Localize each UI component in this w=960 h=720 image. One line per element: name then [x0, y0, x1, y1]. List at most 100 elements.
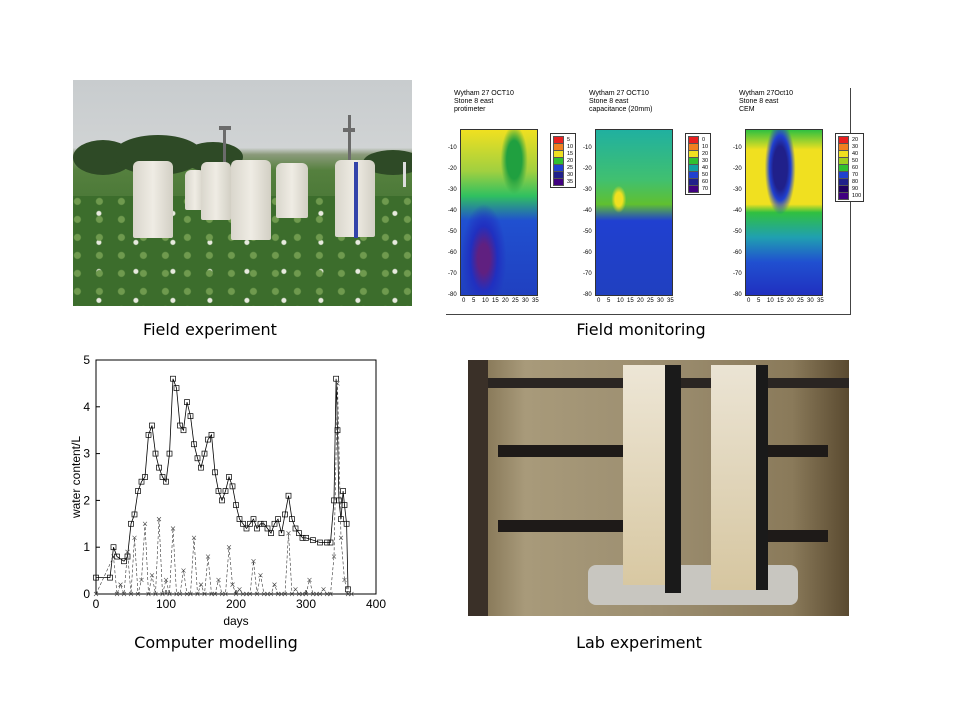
headstone: [185, 170, 205, 210]
data-point-x: [310, 591, 316, 597]
data-point-x: [293, 587, 298, 592]
legend-label: 60: [852, 164, 859, 171]
data-point-square: [317, 539, 323, 546]
data-point-x: [335, 381, 340, 386]
data-point-x: [251, 559, 256, 564]
x-tick-label: 10: [767, 298, 774, 304]
data-point-x: [146, 591, 151, 597]
data-point-x: [149, 573, 155, 578]
data-point-square: [222, 488, 229, 494]
x-tick-label: 25: [797, 298, 804, 304]
data-point-x: [142, 521, 148, 527]
legend-label: 25: [567, 164, 574, 171]
x-tick-label: 0: [747, 298, 751, 304]
axis-ticks: 0 100 200 300 400 0 1 2 3 4 5: [83, 353, 386, 611]
data-point-x: [321, 587, 326, 592]
data-point-x: [111, 554, 116, 559]
chamber-rail: [498, 520, 648, 532]
data-point-x: [233, 591, 239, 597]
data-point-square: [149, 422, 155, 429]
x-tick-label: 300: [296, 597, 316, 611]
legend-label: 50: [852, 157, 859, 164]
data-point-square: [170, 375, 176, 382]
series-line: [95, 383, 352, 595]
y-tick-label: -40: [448, 208, 457, 214]
moisture-heatmap: [745, 129, 823, 296]
data-point-square: [257, 520, 264, 527]
data-point-x: [244, 591, 249, 597]
data-point-square: [264, 525, 271, 532]
data-point-square: [194, 455, 201, 462]
data-point-square: [212, 469, 218, 476]
sealant-strip: [756, 365, 768, 590]
data-point-x: [93, 591, 99, 597]
legend-label: 5: [567, 136, 571, 143]
data-point-x: [261, 591, 267, 597]
map-title: Wytham 27 OCT10 Stone 8 east capacitance…: [589, 90, 653, 113]
y-tick-label: -10: [448, 145, 457, 151]
legend-label: 40: [702, 164, 709, 171]
data-point-square: [271, 520, 278, 527]
map-title: Wytham 27 OCT10 Stone 8 east protimeter: [454, 90, 514, 113]
data-point-x: [139, 577, 144, 583]
data-point-square: [215, 488, 222, 494]
data-point-square: [163, 478, 169, 485]
data-point-square: [336, 497, 342, 504]
weather-station-post: [223, 128, 226, 168]
headstone: [231, 160, 271, 240]
legend-label: 20: [567, 157, 574, 164]
headstone: [201, 162, 231, 220]
series-line: [96, 378, 349, 590]
data-point-square: [289, 516, 295, 522]
chamber-rail: [498, 445, 638, 457]
data-point-square: [180, 427, 187, 434]
x-tick-label: 5: [472, 298, 476, 304]
data-point-x: [135, 591, 141, 597]
x-tick-label: 15: [627, 298, 634, 304]
data-point-x: [272, 582, 277, 587]
data-point-square: [240, 520, 246, 527]
x-tick-label: 0: [462, 298, 466, 304]
data-point-x: [216, 577, 221, 583]
chamber-wall: [468, 360, 488, 616]
data-point-square: [142, 474, 148, 480]
x-tick-label: 25: [512, 298, 519, 304]
data-point-square: [107, 574, 113, 581]
data-point-square: [296, 530, 302, 537]
weather-station-head: [219, 126, 231, 130]
weather-station-head: [343, 128, 355, 132]
y-tick-label: 5: [83, 353, 90, 367]
data-point-square: [159, 474, 166, 480]
data-point-x: [230, 582, 235, 587]
data-point-x: [296, 591, 302, 597]
data-point-x: [202, 591, 207, 597]
data-point-square: [229, 483, 236, 490]
data-point-x: [212, 591, 218, 597]
data-point-x: [317, 591, 323, 597]
legend-label: 40: [852, 150, 859, 157]
headstone: [276, 163, 308, 218]
y-tick-label: -20: [733, 166, 742, 172]
legend-entry: 100: [838, 191, 861, 200]
x-tick-label: 35: [817, 298, 824, 304]
data-point-x: [324, 591, 330, 597]
y-tick-label: -40: [583, 208, 592, 214]
data-point-x: [118, 582, 123, 587]
data-point-square: [219, 497, 225, 504]
legend-label: 10: [567, 143, 574, 150]
legend-entry: 70: [688, 184, 708, 193]
x-tick-label: 20: [637, 298, 644, 304]
legend-label: 90: [852, 185, 859, 192]
y-tick-label: -80: [448, 292, 457, 298]
x-tick-label: 35: [667, 298, 674, 304]
data-point-x: [209, 591, 214, 597]
data-point-square: [275, 516, 281, 522]
y-tick-label: 3: [83, 447, 90, 461]
x-tick-label: 5: [607, 298, 611, 304]
data-point-square: [131, 511, 138, 518]
sealant-strip: [665, 365, 681, 593]
y-tick-label: -60: [583, 250, 592, 256]
data-point-x: [240, 591, 246, 597]
data-point-square: [226, 474, 232, 480]
y-tick-label: -40: [733, 208, 742, 214]
